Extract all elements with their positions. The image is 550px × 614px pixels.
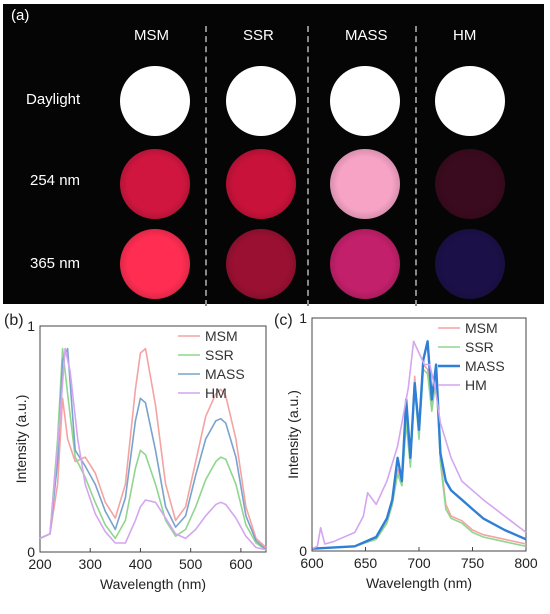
series-line-ssr	[311, 368, 527, 550]
sample-photo-panel: (a) MSM SSR MASS HM Daylight 254 nm 365 …	[3, 4, 544, 306]
series-line-hm	[311, 340, 527, 550]
series-line-mass	[311, 340, 527, 550]
panel-a-label: (a)	[11, 7, 30, 24]
sample-disc	[120, 149, 190, 219]
sample-disc	[226, 229, 296, 299]
row-label-254nm: 254 nm	[30, 172, 81, 189]
x-tick-label: 700	[407, 555, 431, 571]
y-axis-label: Intensity (a.u.)	[285, 390, 301, 479]
sample-disc	[120, 229, 190, 299]
panel-c-label: (c)	[274, 312, 293, 329]
sample-disc	[330, 229, 400, 299]
x-tick-label: 300	[79, 556, 103, 572]
x-tick-label: 650	[354, 555, 378, 571]
x-tick-label: 750	[461, 555, 485, 571]
legend-label-mass: MASS	[205, 366, 245, 382]
legend-label-hm: HM	[205, 385, 227, 401]
sample-disc	[330, 149, 400, 219]
column-label-hm: HM	[453, 27, 477, 44]
legend-label-ssr: SSR	[205, 347, 234, 363]
series-line-msm	[311, 363, 527, 550]
excitation-spectra-chart: 200 300 400 500 600 0 1 Wavelength (nm) Intensit…	[13, 318, 267, 592]
column-label-msm: MSM	[134, 27, 169, 44]
sample-disc	[226, 66, 296, 136]
x-tick-label: 600	[229, 556, 253, 572]
legend-label-mass: MASS	[465, 358, 505, 374]
plot-frame	[39, 325, 267, 553]
row-label-daylight: Daylight	[26, 91, 81, 108]
x-tick-label: 200	[28, 556, 52, 572]
column-divider	[205, 26, 207, 306]
series-line-msm	[39, 347, 267, 549]
x-tick-label: 500	[179, 556, 203, 572]
x-axis-label: Wavelength (nm)	[100, 576, 206, 592]
y-tick-label: 1	[27, 318, 35, 334]
x-tick-label: 600	[300, 555, 324, 571]
sample-disc	[435, 229, 505, 299]
x-axis-label: Wavelength (nm)	[366, 575, 472, 591]
emission-spectra-chart: 600 650 700 750 800 0 1 Wavelength (nm) Intensit…	[285, 310, 538, 591]
series-line-hm	[39, 347, 267, 551]
sample-disc	[435, 149, 505, 219]
column-divider	[307, 26, 309, 306]
series-line-ssr	[39, 347, 267, 551]
panel-b-label: (b)	[4, 312, 24, 329]
x-tick-label: 800	[514, 555, 538, 571]
y-tick-label: 1	[299, 310, 307, 326]
column-label-mass: MASS	[345, 27, 388, 44]
sample-disc	[330, 66, 400, 136]
legend-label-msm: MSM	[205, 328, 238, 344]
y-tick-label: 0	[27, 544, 35, 560]
row-label-365nm: 365 nm	[30, 255, 81, 272]
column-label-ssr: SSR	[243, 27, 274, 44]
column-divider	[415, 26, 417, 306]
sample-disc	[435, 66, 505, 136]
legend-label-hm: HM	[465, 377, 487, 393]
legend-label-msm: MSM	[465, 320, 498, 336]
series-line-mass	[39, 347, 267, 551]
y-tick-label: 0	[299, 543, 307, 559]
x-tick-label: 400	[129, 556, 153, 572]
y-axis-label: Intensity (a.u.)	[13, 395, 29, 484]
sample-disc	[120, 66, 190, 136]
sample-disc	[226, 149, 296, 219]
legend-label-ssr: SSR	[465, 339, 494, 355]
